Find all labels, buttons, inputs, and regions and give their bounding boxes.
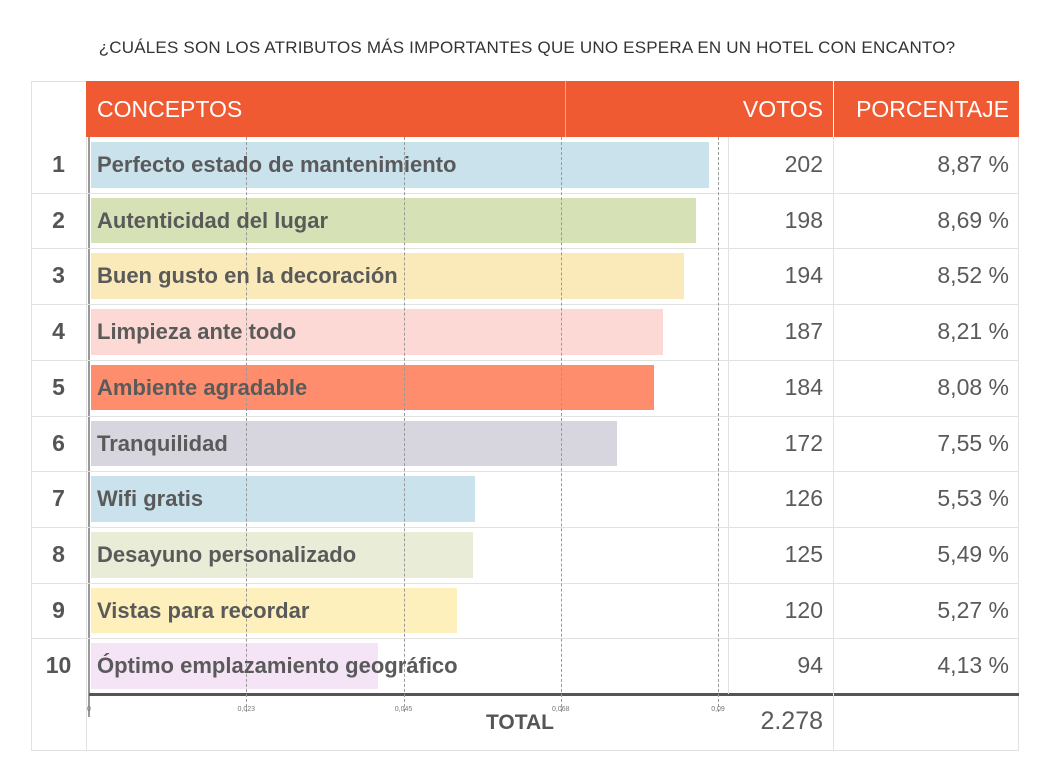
- bar: [91, 309, 663, 355]
- row-concept: Autenticidad del lugar: [97, 207, 329, 233]
- y-axis: [88, 137, 90, 717]
- row-rank: 2: [52, 206, 65, 233]
- row-concept: Perfecto estado de mantenimiento: [97, 152, 457, 177]
- header-votes: VOTOS: [728, 81, 833, 137]
- gridline: [718, 137, 719, 712]
- tick-label: 0,068: [551, 706, 570, 713]
- row-rank: 8: [52, 540, 65, 567]
- row-rank: 7: [52, 485, 65, 512]
- bar: [91, 420, 617, 467]
- row-concept: Tranquilidad: [97, 430, 228, 456]
- tick-label: 0,023: [237, 706, 256, 713]
- row-rank: 5: [52, 373, 65, 400]
- row-divider: [31, 359, 1019, 361]
- row-concept: Vistas para recordar: [97, 597, 310, 623]
- row-divider: [31, 192, 1019, 194]
- bar: [91, 643, 378, 689]
- row-votes: 202: [784, 151, 823, 177]
- row-divider: [31, 248, 1019, 250]
- row-votes: 184: [784, 373, 823, 400]
- row-votes: 120: [784, 596, 823, 623]
- bar: [91, 142, 709, 188]
- bar: [91, 476, 476, 522]
- row-rank: 9: [52, 596, 65, 623]
- row-votes: 94: [797, 652, 823, 679]
- chart-title: ¿CUÁLES SON LOS ATRIBUTOS MÁS IMPORTANTE…: [98, 38, 956, 57]
- column-divider: [86, 137, 87, 751]
- row-rank: 4: [52, 318, 65, 345]
- row-rank: 3: [52, 262, 65, 289]
- header-gridline: [565, 81, 566, 137]
- x-axis: [89, 693, 1019, 696]
- column-divider: [833, 137, 834, 751]
- row-percent: 8,21 %: [937, 318, 1009, 345]
- row-divider: [31, 526, 1019, 528]
- row-percent: 8,08 %: [937, 373, 1009, 400]
- row-percent: 5,53 %: [937, 485, 1009, 512]
- row-concept: Óptimo emplazamiento geográfico: [97, 653, 458, 679]
- row-divider: [31, 638, 1019, 640]
- gridline: [560, 137, 562, 712]
- bar: [91, 253, 685, 300]
- tick-label: 0: [87, 706, 91, 713]
- row-divider: [31, 415, 1019, 417]
- row-percent: 5,27 %: [937, 596, 1009, 623]
- header-percent: PORCENTAJE: [834, 81, 1019, 137]
- row-votes: 125: [784, 540, 823, 567]
- header-divider: [833, 81, 834, 137]
- tick-label: 0,045: [394, 706, 413, 713]
- row-rank: 6: [52, 429, 65, 456]
- row-divider: [31, 304, 1019, 306]
- bar: [91, 587, 458, 634]
- row-votes: 126: [784, 485, 823, 512]
- row-percent: 5,49 %: [937, 540, 1009, 567]
- row-concept: Ambiente agradable: [97, 374, 308, 400]
- row-concept: Limpieza ante todo: [97, 319, 297, 345]
- row-votes: 194: [784, 262, 823, 289]
- row-divider: [31, 471, 1019, 473]
- row-concept: Desayuno personalizado: [97, 541, 357, 567]
- gridline: [403, 137, 405, 712]
- row-rank: 1: [52, 151, 65, 177]
- bar: [91, 531, 473, 578]
- total-label: TOTAL: [485, 711, 555, 734]
- total-value: 2.278: [760, 707, 823, 735]
- row-concept: Wifi gratis: [97, 486, 204, 512]
- row-rank: 10: [45, 652, 72, 679]
- row-votes: 187: [784, 318, 823, 345]
- header-concepts: CONCEPTOS: [86, 81, 728, 137]
- row-percent: 8,69 %: [937, 206, 1009, 233]
- row-votes: 172: [784, 429, 823, 456]
- row-percent: 8,87 %: [937, 151, 1009, 177]
- gridline: [246, 137, 248, 712]
- row-concept: Buen gusto en la decoración: [97, 263, 398, 289]
- bar: [91, 364, 654, 411]
- row-percent: 8,52 %: [937, 262, 1009, 289]
- row-percent: 7,55 %: [937, 429, 1009, 456]
- tick-label: 0,09: [711, 706, 725, 713]
- bar: [91, 197, 697, 244]
- row-divider: [31, 582, 1019, 584]
- row-percent: 4,13 %: [937, 652, 1009, 679]
- row-votes: 198: [784, 206, 823, 233]
